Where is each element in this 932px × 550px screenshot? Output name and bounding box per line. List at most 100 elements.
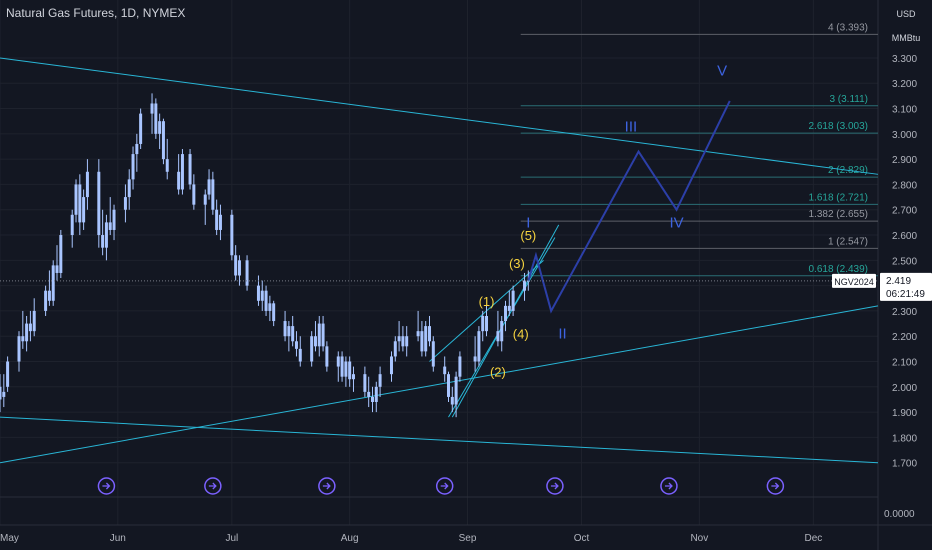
candle-body (215, 209, 219, 230)
x-tick-label: Aug (341, 533, 359, 544)
candle-body (207, 179, 211, 195)
candle-body (325, 346, 329, 367)
x-tick-label: Jul (225, 533, 238, 544)
candle-body (97, 171, 101, 236)
candle-body (21, 336, 25, 342)
wave-projection-path (527, 100, 731, 314)
candle-body (6, 361, 10, 387)
candle-body (481, 315, 485, 332)
wave-label: (5) (520, 228, 536, 243)
candle-body (313, 336, 317, 347)
candle-body (85, 171, 89, 198)
fib-level-label: 3 (3.111) (829, 94, 868, 105)
candle-body (523, 280, 527, 291)
candle-body (416, 331, 420, 337)
fib-level-label: 2.618 (3.003) (809, 121, 869, 132)
candle-body (291, 326, 295, 342)
x-tick-label: Nov (690, 533, 708, 544)
candle-body (123, 197, 127, 210)
candle-body (32, 310, 36, 332)
trendline-rising-support (0, 305, 879, 464)
candle-body (59, 235, 63, 273)
candle-body (504, 305, 508, 322)
candle-body (2, 391, 6, 397)
candle-body (298, 348, 302, 362)
candle-body (108, 222, 112, 230)
y-tick-label: 2.000 (892, 383, 917, 394)
candle-body (55, 265, 59, 273)
y-tick-label: 3.000 (892, 130, 917, 141)
candle-body (405, 336, 409, 347)
candle-body (211, 179, 215, 210)
candle-body (139, 113, 143, 144)
candle-body (47, 290, 51, 301)
fib-level-label: 0.618 (2.439) (809, 264, 869, 275)
candle-body (0, 386, 2, 400)
fib-level-label: 1.382 (2.655) (809, 209, 869, 220)
candle-body (237, 260, 241, 276)
candle-body (264, 290, 268, 311)
candle-body (447, 374, 451, 397)
candle-body (158, 121, 162, 134)
y-tick-label: 3.100 (892, 105, 917, 116)
candle-body (378, 374, 382, 387)
candle-body (177, 171, 181, 190)
wave-label: IV (669, 214, 683, 231)
price-tag-bg (880, 272, 932, 301)
candle-body (154, 103, 158, 134)
x-tick-label: Sep (459, 533, 477, 544)
candle-body (351, 374, 355, 380)
candle-body (485, 315, 489, 332)
candle-body (374, 386, 378, 402)
event-icon (766, 477, 785, 495)
event-arrow-icon (550, 482, 559, 490)
y-tick-label: 1.800 (892, 433, 917, 444)
event-arrow-icon (771, 482, 780, 490)
candle-body (101, 235, 105, 248)
candle-body (180, 154, 184, 190)
y-tick-label: 2.100 (892, 358, 917, 369)
y-tick-label: 0.0000 (884, 509, 915, 520)
candle-body (450, 396, 454, 405)
fib-level-label: 4 (3.393) (828, 22, 868, 33)
candle-body (393, 341, 397, 357)
candle-body (431, 341, 435, 367)
candle-body (82, 197, 86, 223)
candle-body (260, 290, 264, 301)
event-arrow-icon (102, 482, 111, 490)
x-tick-label: Jun (110, 533, 126, 544)
y-tick-label: 2.200 (892, 332, 917, 343)
wave-label: (2) (490, 365, 506, 380)
candle-body (477, 331, 481, 362)
axis-unit-label[interactable]: MMBtu (891, 33, 921, 43)
candle-body (344, 361, 348, 377)
y-tick-label: 3.300 (892, 54, 917, 65)
candle-body (51, 265, 55, 301)
event-icon (660, 477, 678, 495)
wave-label: V (717, 63, 727, 80)
candle-body (420, 331, 424, 352)
candle-body (473, 356, 477, 362)
candle-body (203, 194, 207, 205)
candle-body (389, 356, 393, 375)
symbol-tag-bg (832, 273, 876, 288)
candle-body (401, 336, 405, 347)
candle-body (127, 179, 131, 198)
event-icon (546, 477, 564, 495)
price-tag-countdown: 06:21:49 (886, 289, 925, 300)
candle-body (131, 154, 135, 180)
candle-body (234, 255, 238, 276)
y-tick-label: 1.700 (892, 459, 917, 470)
candle-body (192, 184, 196, 205)
axis-currency-label[interactable]: USD (896, 9, 916, 19)
event-arrow-icon (664, 482, 673, 490)
candle-body (454, 376, 458, 405)
candle-body (348, 361, 352, 380)
candle-body (424, 326, 428, 352)
candle-body (268, 303, 272, 311)
candle-body (17, 336, 21, 362)
candle-body (256, 285, 260, 301)
candle-body (150, 103, 154, 114)
wave-label: II (558, 326, 566, 343)
